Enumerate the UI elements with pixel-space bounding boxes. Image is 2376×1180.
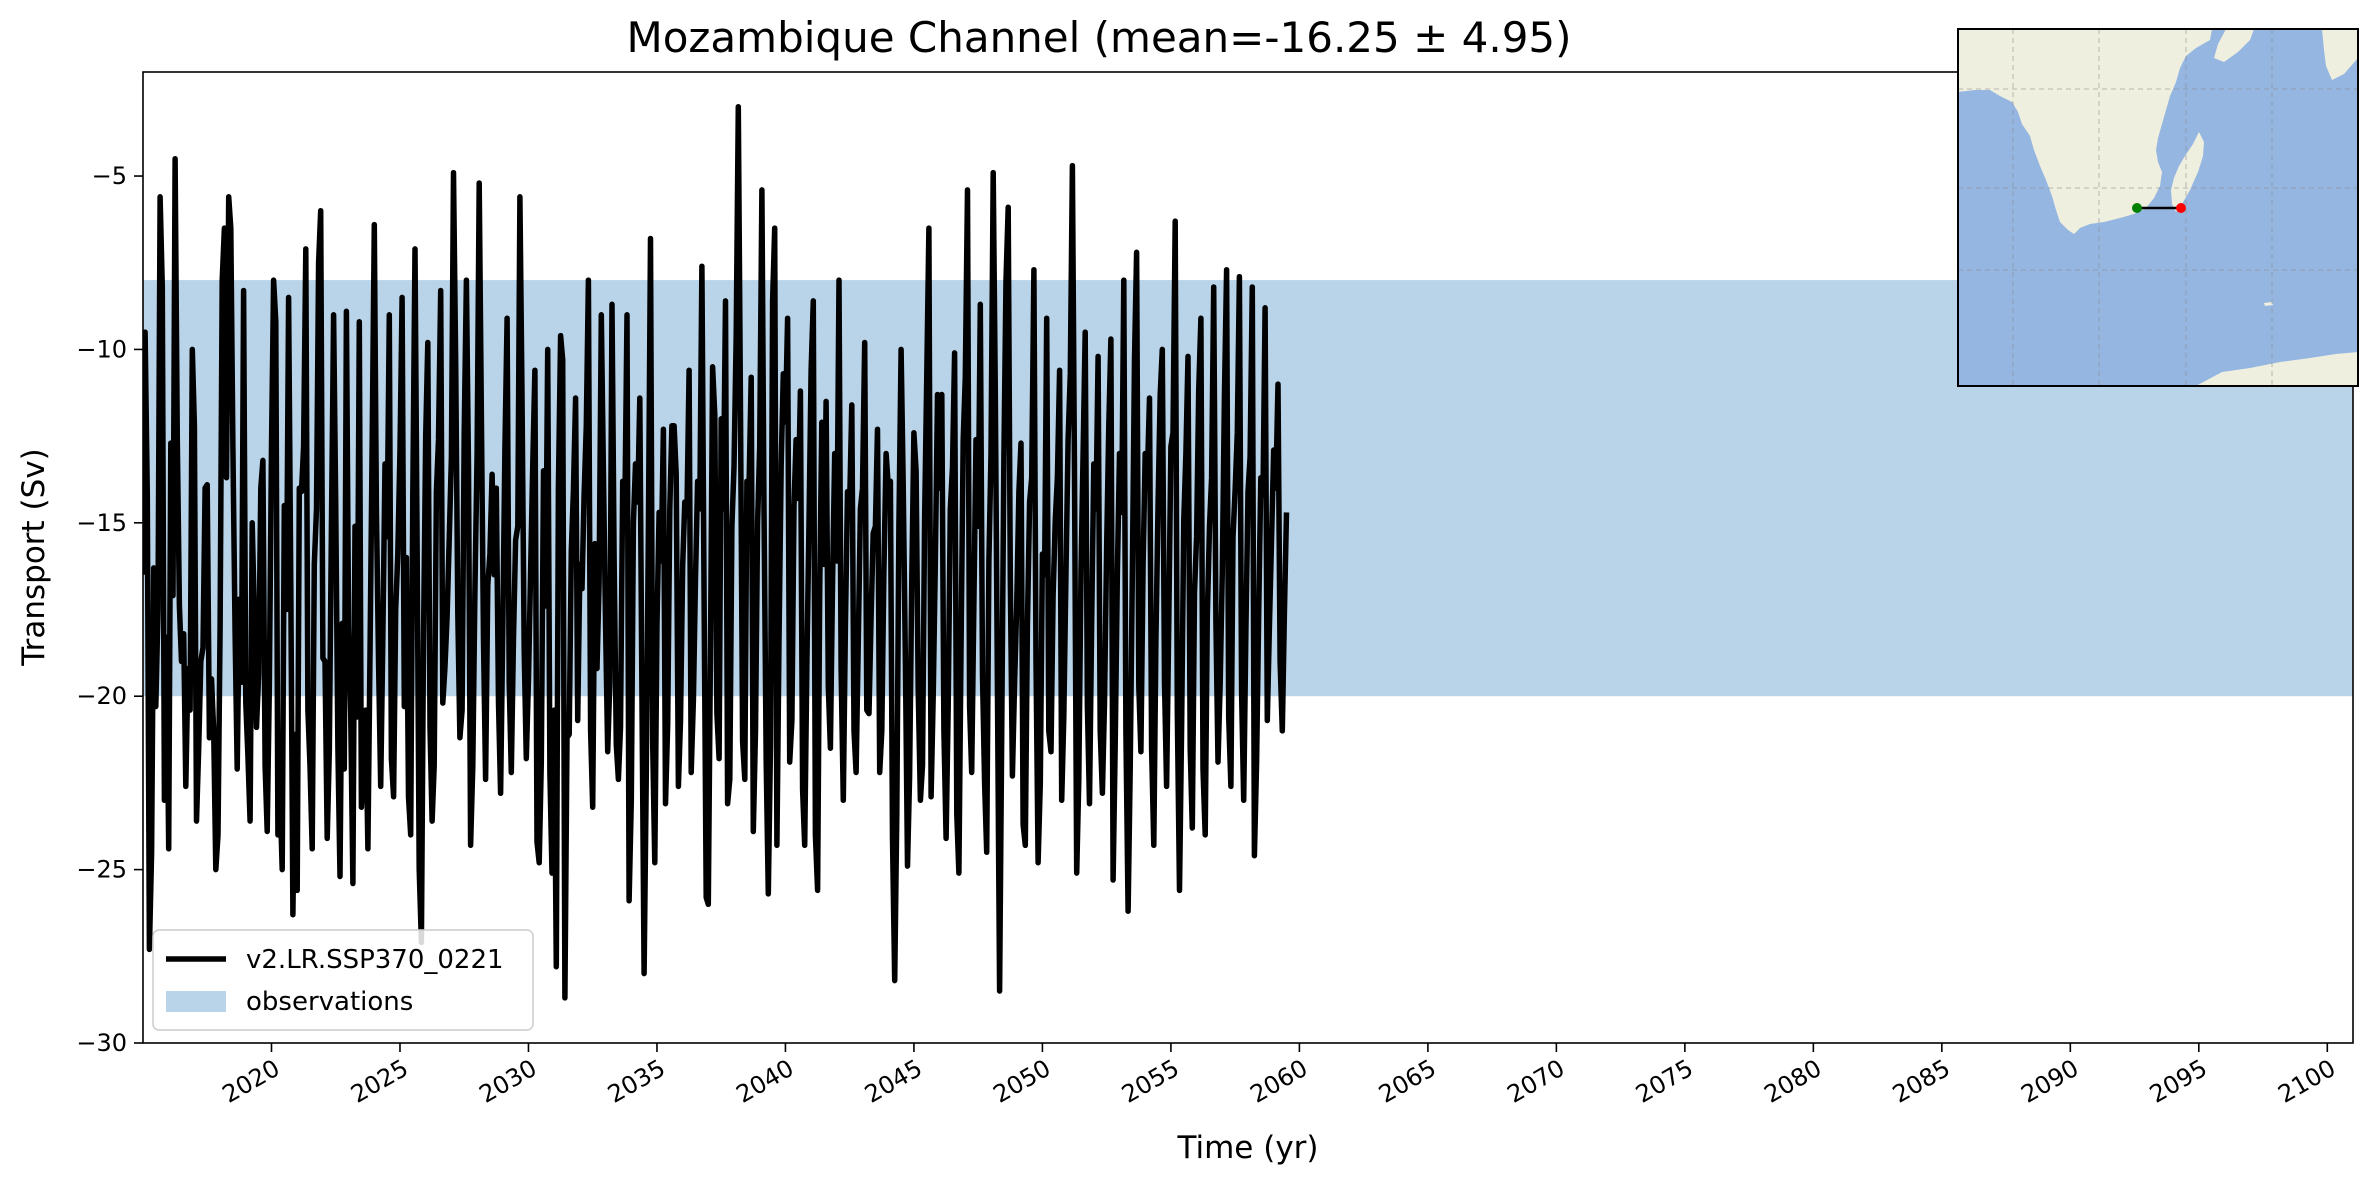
- inset-map: [1957, 28, 2359, 387]
- map-transect-start-marker: [2132, 203, 2142, 213]
- y-tick-label: −20: [76, 682, 127, 710]
- y-axis: −30 −25 −20 −15 −10 −5: [76, 162, 143, 1057]
- x-tick-label: 2060: [1246, 1054, 1313, 1109]
- x-tick-label: 2030: [475, 1054, 542, 1109]
- x-tick-label: 2045: [860, 1054, 927, 1109]
- map-land-arabia: [2214, 29, 2254, 62]
- map-transect-end-marker: [2176, 203, 2186, 213]
- y-tick-label: −15: [76, 509, 127, 537]
- series-line: [143, 103, 1290, 1001]
- map-land-madagascar: [2171, 132, 2204, 212]
- map-frame: [1957, 28, 2359, 387]
- x-tick-label: 2090: [2016, 1054, 2083, 1109]
- x-tick-label: 2055: [1117, 1054, 1184, 1109]
- legend-frame: [152, 929, 534, 1031]
- legend-swatch-observations: [166, 991, 226, 1012]
- map-gridlines: [1958, 29, 2358, 386]
- y-tick-label: −25: [76, 856, 127, 884]
- x-tick-label: 2025: [346, 1054, 413, 1109]
- x-tick-label: 2020: [218, 1054, 285, 1109]
- legend-label-series: v2.LR.SSP370_0221: [246, 945, 504, 975]
- x-tick-label: 2065: [1374, 1054, 1441, 1109]
- plot-area: [142, 71, 2354, 1044]
- x-tick-label: 2075: [1631, 1054, 1698, 1109]
- y-axis-label: Transport (Sv): [16, 448, 52, 667]
- x-tick-label: 2035: [603, 1054, 670, 1109]
- y-tick-label: −30: [76, 1029, 127, 1057]
- x-tick-label: 2080: [1759, 1054, 1826, 1109]
- x-axis: 2020 2025 2030 2035 2040 2045 2050 2055 2060 2065…: [218, 1043, 2340, 1109]
- map-land-antarctica: [2196, 352, 2358, 386]
- legend-label-observations: observations: [246, 987, 413, 1017]
- y-tick-label: −5: [92, 162, 127, 190]
- legend: v2.LR.SSP370_0221 observations: [152, 929, 534, 1031]
- x-tick-label: 2040: [732, 1054, 799, 1109]
- x-tick-label: 2085: [1888, 1054, 1955, 1109]
- map-land-islands: [2264, 302, 2273, 306]
- chart-title: Mozambique Channel (mean=-16.25 ± 4.95): [626, 13, 1571, 62]
- x-tick-label: 2070: [1502, 1054, 1569, 1109]
- x-axis-label: Time (yr): [1177, 1130, 1319, 1166]
- x-tick-label: 2050: [989, 1054, 1056, 1109]
- map-land-india: [2322, 29, 2358, 80]
- x-tick-label: 2100: [2273, 1054, 2340, 1109]
- y-tick-label: −10: [76, 335, 127, 363]
- x-tick-label: 2095: [2145, 1054, 2212, 1109]
- map-land-africa: [1958, 29, 2212, 234]
